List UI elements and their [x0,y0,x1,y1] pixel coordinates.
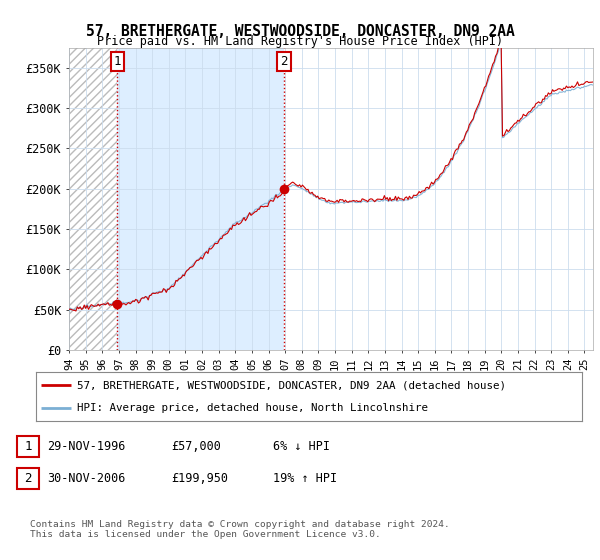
Text: 29-NOV-1996: 29-NOV-1996 [47,440,125,453]
Text: 57, BRETHERGATE, WESTWOODSIDE, DONCASTER, DN9 2AA (detached house): 57, BRETHERGATE, WESTWOODSIDE, DONCASTER… [77,380,506,390]
Text: 1: 1 [113,55,121,68]
Text: 2: 2 [280,55,287,68]
Bar [69,48,118,350]
Text: 6% ↓ HPI: 6% ↓ HPI [273,440,330,453]
Text: 57, BRETHERGATE, WESTWOODSIDE, DONCASTER, DN9 2AA: 57, BRETHERGATE, WESTWOODSIDE, DONCASTER… [86,24,514,39]
Text: 1: 1 [25,440,32,453]
Text: £199,950: £199,950 [171,472,228,485]
Text: £57,000: £57,000 [171,440,221,453]
Text: 2: 2 [25,472,32,485]
Text: Contains HM Land Registry data © Crown copyright and database right 2024.
This d: Contains HM Land Registry data © Crown c… [30,520,450,539]
Text: 19% ↑ HPI: 19% ↑ HPI [273,472,337,485]
Bar [118,48,284,350]
Text: HPI: Average price, detached house, North Lincolnshire: HPI: Average price, detached house, Nort… [77,403,428,413]
Text: 30-NOV-2006: 30-NOV-2006 [47,472,125,485]
Text: Price paid vs. HM Land Registry's House Price Index (HPI): Price paid vs. HM Land Registry's House … [97,35,503,48]
